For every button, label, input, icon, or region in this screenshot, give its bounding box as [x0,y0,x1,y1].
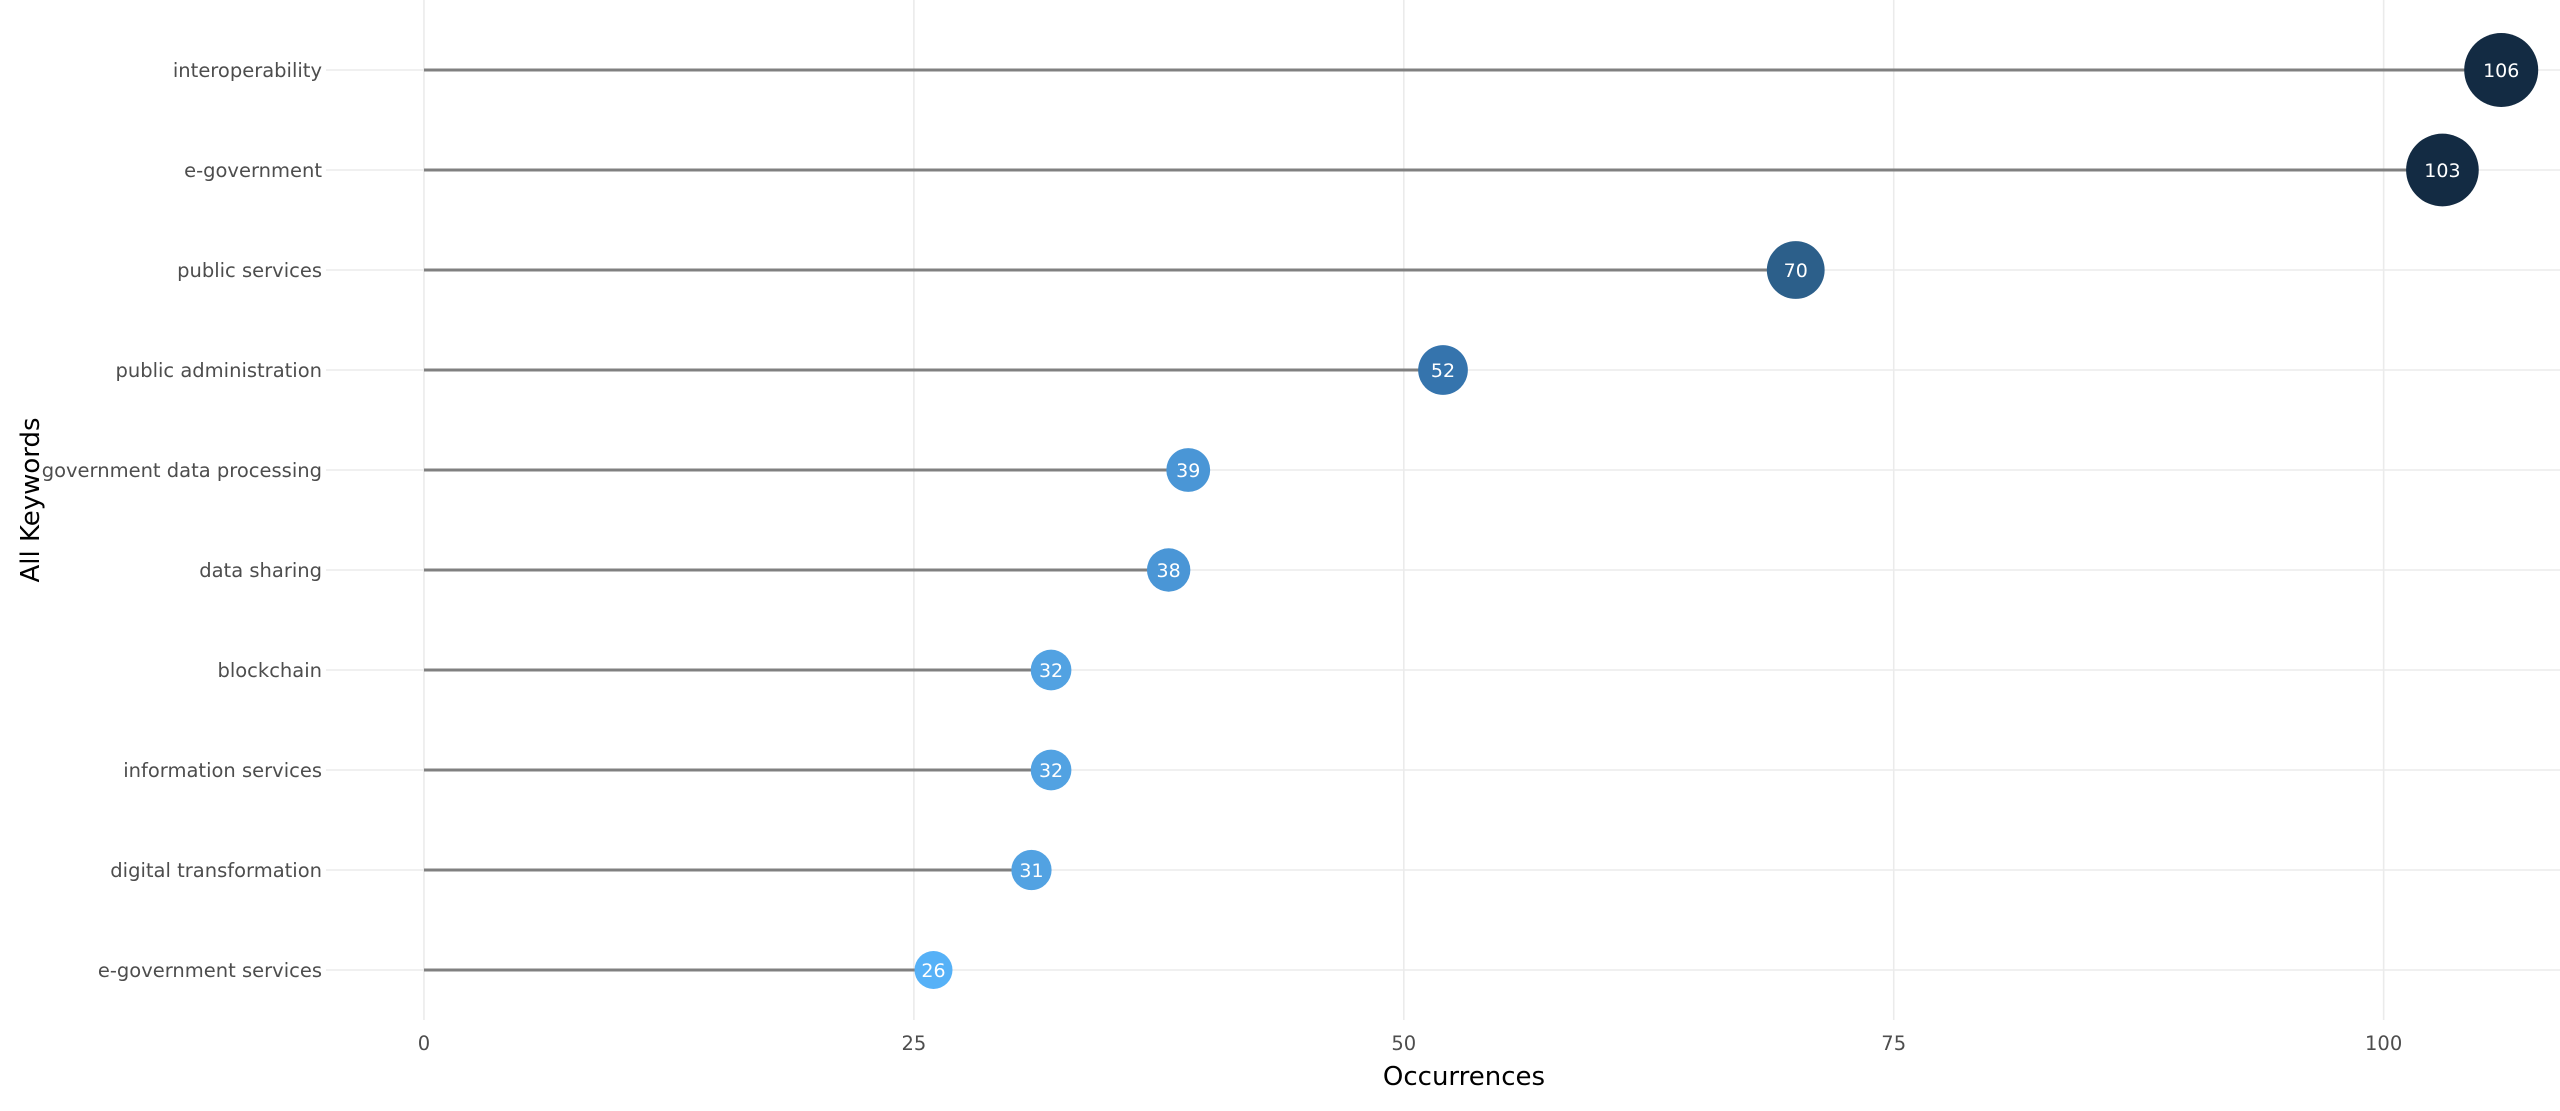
data-label: 52 [1431,360,1455,382]
lollipop-point [914,951,953,989]
data-label: 103 [2424,160,2460,182]
data-label: 106 [2483,60,2519,82]
x-tick-label: 50 [1391,1032,1416,1055]
lollipop-point [1418,345,1468,395]
lollipop-point [1011,849,1052,891]
y-axis-title: All Keywords [16,417,46,582]
y-tick-label: data sharing [199,559,322,582]
y-tick-label: public administration [115,359,322,382]
x-axis-title: Occurrences [1383,1062,1545,1092]
y-tick-label: e-government services [98,959,322,982]
data-label: 39 [1176,460,1200,482]
x-tick-label: 100 [2365,1032,2402,1055]
point-layer: 106 103 70 52 39 38 32 32 31 26 [914,33,2539,989]
y-tick-label: interoperability [173,59,322,82]
data-label: 31 [1019,860,1043,882]
data-label: 32 [1039,660,1063,682]
lollipop-point [1146,548,1191,592]
lollipop-point [1766,241,1825,299]
y-tick-label: information services [123,759,322,782]
y-tick-label: public services [177,259,322,282]
y-tick-label: government data processing [42,459,322,482]
y-tick-label: blockchain [217,659,322,682]
data-label: 70 [1784,260,1808,282]
y-tick-labels: interoperability e-government public servi… [42,59,323,982]
data-label: 38 [1157,560,1181,582]
lollipop-point [2464,33,2539,107]
lollipop-point [1030,649,1072,691]
x-tick-labels: 0 25 50 75 100 [418,1032,2402,1055]
grid-layer [326,0,2560,1020]
stem-layer [423,68,2502,972]
lollipop-point [1166,448,1211,492]
data-label: 32 [1039,760,1063,782]
data-label: 26 [921,960,945,982]
lollipop-point [2406,133,2479,207]
x-tick-label: 75 [1881,1032,1906,1055]
lollipop-point [1030,749,1072,791]
y-tick-label: digital transformation [110,859,322,882]
x-tick-label: 25 [901,1032,926,1055]
x-tick-label: 0 [418,1032,430,1055]
y-tick-label: e-government [184,159,322,182]
